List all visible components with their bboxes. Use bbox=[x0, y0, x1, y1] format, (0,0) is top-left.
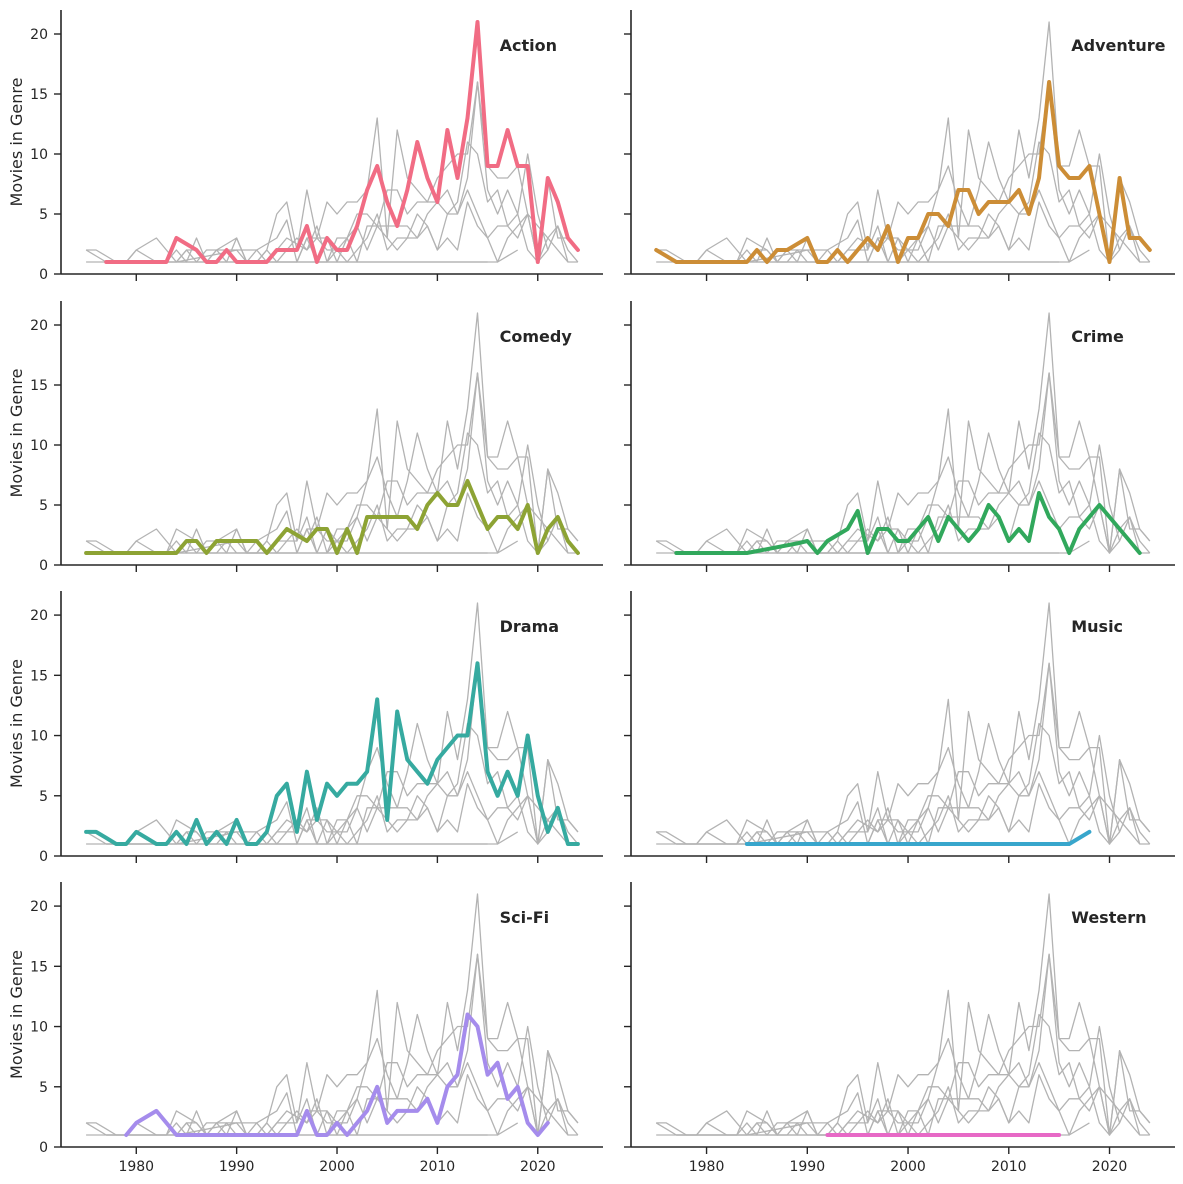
background-series-adventure bbox=[85, 372, 579, 554]
y-tick-label: 20 bbox=[30, 27, 48, 43]
y-tick-label: 5 bbox=[39, 789, 48, 805]
series-line-crime bbox=[674, 491, 1142, 555]
background-series-adventure bbox=[85, 81, 579, 263]
background-series-drama bbox=[86, 372, 578, 554]
background-series-drama bbox=[656, 81, 1150, 263]
panel-comedy: 0 5 10 15 20 Movies in Genre Comedy bbox=[7, 301, 603, 574]
background-series-drama bbox=[656, 372, 1150, 554]
y-tick-label: 5 bbox=[39, 207, 48, 223]
y-tick-label: 5 bbox=[39, 1080, 48, 1096]
background-series-comedy bbox=[86, 189, 579, 263]
y-tick-label: 15 bbox=[30, 959, 48, 975]
y-tick-label: 0 bbox=[39, 849, 48, 865]
x-tick-label: 2010 bbox=[991, 1159, 1027, 1175]
background-series-adventure bbox=[655, 953, 1151, 1136]
y-tick-label: 20 bbox=[30, 608, 48, 624]
background-series-drama bbox=[86, 953, 578, 1136]
x-tick-label: 1980 bbox=[118, 1159, 154, 1175]
x-tick-label: 1990 bbox=[789, 1159, 825, 1175]
panel-title-crime: Crime bbox=[1071, 327, 1124, 346]
series-line-music bbox=[744, 829, 1092, 846]
panel-western: 1980 1990 2000 2010 2020 Western bbox=[624, 882, 1175, 1175]
background-series-drama bbox=[656, 662, 1150, 845]
background-series-comedy bbox=[656, 771, 1151, 845]
panel-crime: Crime bbox=[624, 301, 1175, 572]
y-tick-label: 0 bbox=[39, 1140, 48, 1156]
panel-music: Music bbox=[624, 591, 1175, 863]
background-series-sci-fi bbox=[125, 722, 549, 845]
x-tick-label: 2020 bbox=[520, 1159, 556, 1175]
background-series-adventure bbox=[85, 953, 579, 1136]
panel-title-comedy: Comedy bbox=[500, 327, 573, 346]
panel-action: 0 5 10 15 20 Movies in Genre Action bbox=[7, 10, 603, 283]
y-axis-title: Movies in Genre bbox=[7, 78, 26, 207]
series-line-sci-fi bbox=[124, 1012, 550, 1137]
y-tick-label: 10 bbox=[30, 729, 48, 745]
panel-sci-fi: 0 5 10 15 20 1980 1990 2000 2010 2020 Movies in Ge… bbox=[7, 882, 603, 1175]
background-series-adventure bbox=[655, 662, 1151, 845]
panel-title-music: Music bbox=[1071, 617, 1123, 636]
x-tick-label: 2000 bbox=[890, 1159, 926, 1175]
x-tick-label: 1990 bbox=[219, 1159, 255, 1175]
panel-title-drama: Drama bbox=[500, 617, 559, 636]
x-tick-label: 1980 bbox=[689, 1159, 725, 1175]
background-series-comedy bbox=[656, 1062, 1151, 1136]
background-series-comedy bbox=[86, 1062, 579, 1136]
x-tick-label: 2020 bbox=[1092, 1159, 1128, 1175]
background-series-drama bbox=[86, 662, 578, 845]
panel-title-adventure: Adventure bbox=[1071, 36, 1165, 55]
y-axis-title: Movies in Genre bbox=[7, 659, 26, 788]
y-tick-label: 15 bbox=[30, 668, 48, 684]
background-series-adventure bbox=[655, 372, 1151, 554]
panel-title-western: Western bbox=[1071, 908, 1146, 927]
series-line-action bbox=[104, 20, 580, 264]
y-axis-title: Movies in Genre bbox=[7, 369, 26, 498]
y-tick-label: 20 bbox=[30, 318, 48, 334]
y-tick-label: 10 bbox=[30, 438, 48, 454]
series-line-comedy bbox=[84, 479, 580, 555]
y-tick-label: 10 bbox=[30, 1020, 48, 1036]
y-tick-label: 15 bbox=[30, 378, 48, 394]
y-tick-label: 15 bbox=[30, 87, 48, 103]
y-tick-label: 5 bbox=[39, 498, 48, 514]
panel-drama: 0 5 10 15 20 Movies in Genre Drama bbox=[7, 591, 603, 865]
y-tick-label: 0 bbox=[39, 558, 48, 574]
y-tick-label: 0 bbox=[39, 267, 48, 283]
panel-adventure: Adventure bbox=[624, 10, 1175, 281]
x-tick-label: 2010 bbox=[420, 1159, 456, 1175]
background-series-sci-fi bbox=[125, 432, 549, 554]
y-tick-label: 10 bbox=[30, 147, 48, 163]
background-series-adventure bbox=[85, 662, 579, 845]
background-series-adventure bbox=[655, 81, 1151, 263]
x-tick-label: 2000 bbox=[319, 1159, 355, 1175]
background-series-drama bbox=[86, 81, 578, 263]
y-axis-title: Movies in Genre bbox=[7, 950, 26, 1079]
panel-title-sci-fi: Sci-Fi bbox=[500, 908, 550, 927]
series-line-drama bbox=[84, 661, 580, 846]
background-series-drama bbox=[656, 953, 1150, 1136]
y-tick-label: 20 bbox=[30, 899, 48, 915]
panel-title-action: Action bbox=[500, 36, 557, 55]
background-series-sci-fi bbox=[696, 1013, 1121, 1136]
series-line-adventure bbox=[654, 80, 1152, 264]
